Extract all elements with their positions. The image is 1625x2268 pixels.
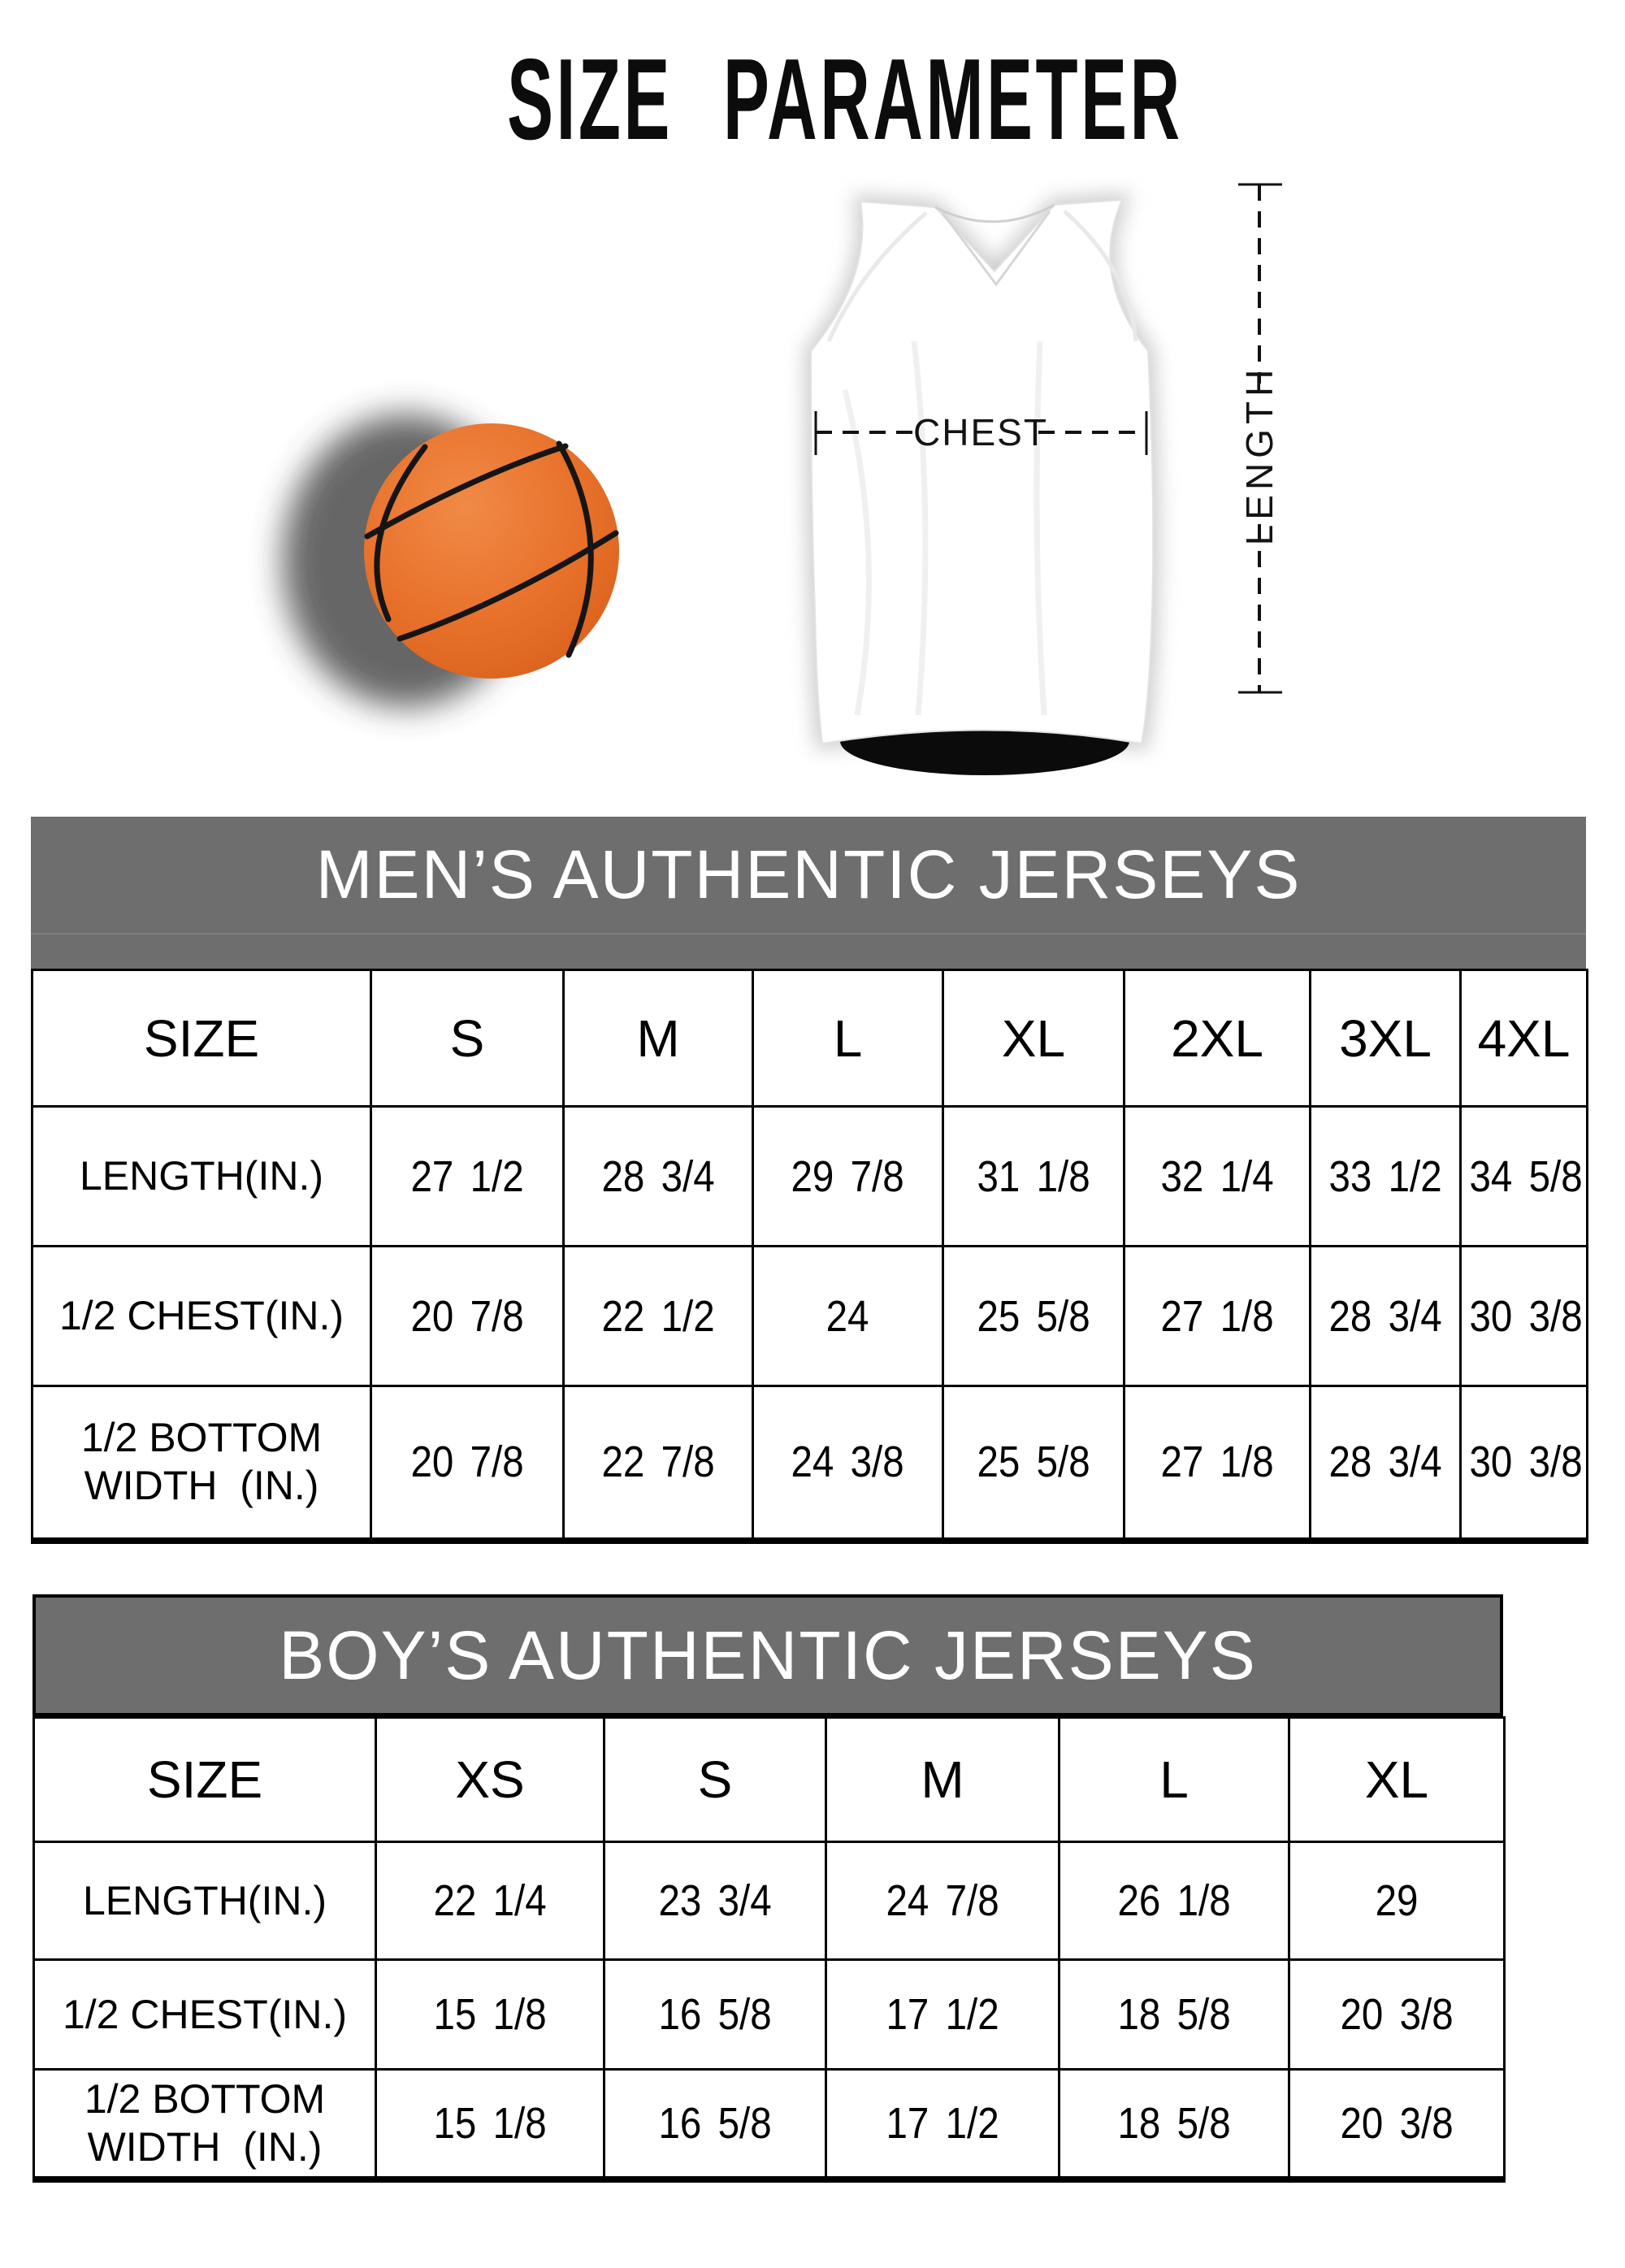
band-seam-line xyxy=(31,933,1586,935)
value-cell: 23 3/4 xyxy=(603,1841,827,1961)
page-title-text: SIZE PARAMETER xyxy=(507,35,1183,164)
col-header: XL xyxy=(1288,1716,1506,1843)
size-diagram-illustration: CHEST LENGTH xyxy=(283,183,1282,775)
table-row: LENGTH(IN.) 27 1/2 28 3/4 29 7/8 31 1/8 … xyxy=(31,1105,1588,1247)
col-header: 3XL xyxy=(1309,969,1462,1108)
table-row: LENGTH(IN.) 22 1/4 23 3/4 24 7/8 26 1/8 … xyxy=(32,1841,1506,1961)
value-cell: 24 3/8 xyxy=(752,1385,944,1542)
value-cell: 17 1/2 xyxy=(825,1958,1060,2071)
col-header: L xyxy=(1058,1716,1290,1843)
value-cell: 16 5/8 xyxy=(603,1958,827,2071)
mens-size-chart: MEN’S AUTHENTIC JERSEYS SIZE S M L XL 2X… xyxy=(31,817,1588,1544)
row-label: 1/2 CHEST(IN.) xyxy=(31,1245,372,1387)
value-cell: 20 3/8 xyxy=(1288,1958,1506,2071)
col-header: XL xyxy=(942,969,1125,1108)
col-header: S xyxy=(370,969,565,1108)
value-cell: 29 7/8 xyxy=(752,1105,944,1247)
mens-table-header-band: MEN’S AUTHENTIC JERSEYS xyxy=(31,817,1586,969)
mens-size-table: SIZE S M L XL 2XL 3XL 4XL LENGTH(IN.) 27… xyxy=(31,969,1588,1544)
value-cell: 25 5/8 xyxy=(942,1245,1125,1387)
row-label: LENGTH(IN.) xyxy=(31,1105,372,1247)
col-header: 2XL xyxy=(1123,969,1311,1108)
value-cell: 34 5/8 xyxy=(1459,1105,1588,1247)
value-cell: 24 xyxy=(752,1245,944,1387)
chest-label: CHEST xyxy=(913,411,1048,453)
value-cell: 20 7/8 xyxy=(370,1385,565,1542)
row-label: 1/2 BOTTOM WIDTH (IN.) xyxy=(31,1385,372,1542)
value-cell: 20 7/8 xyxy=(370,1245,565,1387)
table-row: SIZE XS S M L XL xyxy=(32,1716,1506,1843)
value-cell: 32 1/4 xyxy=(1123,1105,1311,1247)
value-cell: 30 3/8 xyxy=(1459,1245,1588,1387)
value-cell: 28 3/4 xyxy=(562,1105,754,1247)
boys-size-table: SIZE XS S M L XL LENGTH(IN.) 22 1/4 23 3… xyxy=(32,1716,1506,2183)
value-cell: 17 1/2 xyxy=(825,2068,1060,2180)
mens-table-title: MEN’S AUTHENTIC JERSEYS xyxy=(315,836,1302,913)
value-cell: 29 xyxy=(1288,1841,1506,1961)
value-cell: 25 5/8 xyxy=(942,1385,1125,1542)
boys-table-header-band: BOY’S AUTHENTIC JERSEYS xyxy=(32,1594,1503,1716)
value-cell: 22 1/2 xyxy=(562,1245,754,1387)
value-cell: 27 1/8 xyxy=(1123,1385,1311,1542)
value-cell: 18 5/8 xyxy=(1058,1958,1290,2071)
value-cell: 15 1/8 xyxy=(375,1958,605,2071)
col-header: M xyxy=(562,969,754,1108)
col-header: M xyxy=(825,1716,1060,1843)
size-col-header: SIZE xyxy=(31,969,372,1108)
length-label: LENGTH xyxy=(1238,365,1280,546)
table-row: 1/2 CHEST(IN.) 20 7/8 22 1/2 24 25 5/8 2… xyxy=(31,1245,1588,1387)
value-cell: 27 1/2 xyxy=(370,1105,565,1247)
col-header: XS xyxy=(375,1716,605,1843)
table-row: 1/2 BOTTOM WIDTH (IN.) 15 1/8 16 5/8 17 … xyxy=(32,2068,1506,2180)
value-cell: 16 5/8 xyxy=(603,2068,827,2180)
value-cell: 31 1/8 xyxy=(942,1105,1125,1247)
value-cell: 20 3/8 xyxy=(1288,2068,1506,2180)
value-cell: 28 3/4 xyxy=(1309,1385,1462,1542)
col-header: S xyxy=(603,1716,827,1843)
chest-dimension-line xyxy=(814,411,1148,455)
row-label: 1/2 CHEST(IN.) xyxy=(32,1958,377,2071)
value-cell: 18 5/8 xyxy=(1058,2068,1290,2180)
value-cell: 28 3/4 xyxy=(1309,1245,1462,1387)
col-header: 4XL xyxy=(1459,969,1588,1108)
value-cell: 15 1/8 xyxy=(375,2068,605,2180)
table-row: 1/2 BOTTOM WIDTH (IN.) 20 7/8 22 7/8 24 … xyxy=(31,1385,1588,1542)
row-label: 1/2 BOTTOM WIDTH (IN.) xyxy=(32,2068,377,2180)
basketball-icon xyxy=(364,423,619,679)
row-label: LENGTH(IN.) xyxy=(32,1841,377,1961)
value-cell: 22 1/4 xyxy=(375,1841,605,1961)
value-cell: 26 1/8 xyxy=(1058,1841,1290,1961)
boys-size-chart: BOY’S AUTHENTIC JERSEYS SIZE XS S M L XL… xyxy=(32,1594,1506,2183)
page-title: SIZE PARAMETER xyxy=(0,42,1625,158)
size-col-header: SIZE xyxy=(32,1716,377,1843)
value-cell: 24 7/8 xyxy=(825,1841,1060,1961)
value-cell: 27 1/8 xyxy=(1123,1245,1311,1387)
jersey-graphic xyxy=(809,198,1155,745)
col-header: L xyxy=(752,969,944,1108)
value-cell: 30 3/8 xyxy=(1459,1385,1588,1542)
length-dimension-line xyxy=(1238,183,1282,694)
boys-table-title: BOY’S AUTHENTIC JERSEYS xyxy=(279,1616,1257,1693)
table-row: 1/2 CHEST(IN.) 15 1/8 16 5/8 17 1/2 18 5… xyxy=(32,1958,1506,2071)
value-cell: 33 1/2 xyxy=(1309,1105,1462,1247)
table-row: SIZE S M L XL 2XL 3XL 4XL xyxy=(31,969,1588,1108)
value-cell: 22 7/8 xyxy=(562,1385,754,1542)
